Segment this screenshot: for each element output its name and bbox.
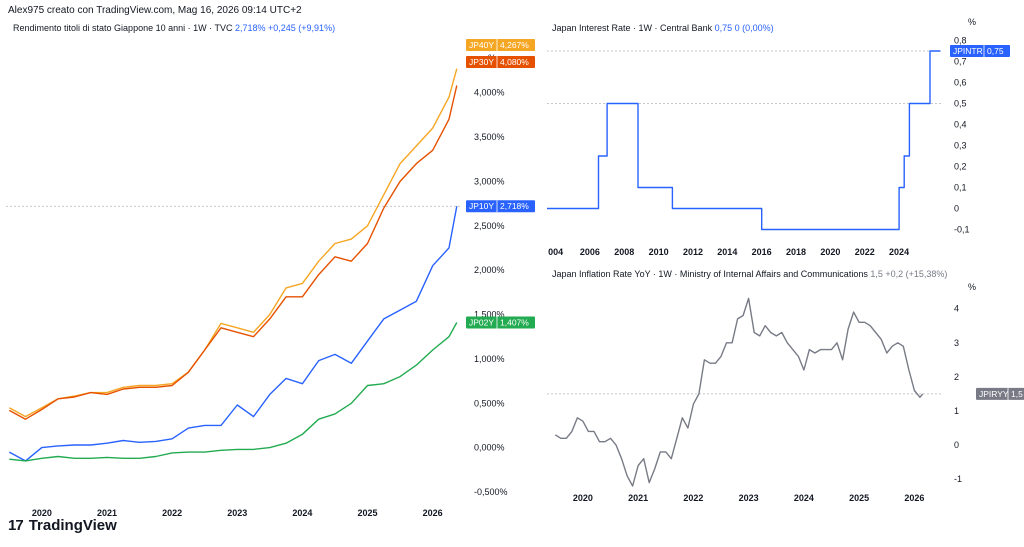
series-line-jpintr (547, 50, 941, 231)
tag-name-jpintr: JPINTR (953, 46, 983, 56)
tag-name-jp10y: JP10Y (469, 201, 494, 211)
rate-x-tick-label: 2008 (614, 247, 634, 257)
tag-bg-jpintr (950, 45, 1010, 57)
inflation-x-tick-label: 2023 (739, 493, 759, 503)
rate-y-tick-label: 0,2 (954, 162, 967, 172)
rate-x-tick-label: 2024 (889, 247, 909, 257)
rate-x-tick-label: 2014 (717, 247, 737, 257)
inflation-x-tick-label: 2026 (904, 493, 924, 503)
rate-y-tick-label: 0,8 (954, 36, 967, 46)
rate-y-tick-label: 0,4 (954, 120, 967, 130)
tag-name-jp30y: JP30Y (469, 57, 494, 67)
series-line-jp40y (8, 68, 458, 418)
tag-bg-jp10y (466, 200, 535, 213)
rate-y-tick-label: 0 (954, 204, 959, 214)
tag-value-jp40y: 4,267% (500, 40, 529, 50)
yield-y-tick-label: 0,500% (474, 398, 505, 408)
yield-y-tick-label: 1,500% (474, 310, 505, 320)
rate-x-tick-label: 2012 (683, 247, 703, 257)
yield-x-tick-label: 2023 (227, 508, 247, 518)
tag-name-jp02y: JP02Y (469, 317, 494, 327)
series-line-jp10y (8, 206, 458, 462)
tag-value-jpiryy: 1,5 (1011, 389, 1023, 399)
rate-x-tick-label: 2020 (820, 247, 840, 257)
inflation-x-tick-label: 2025 (849, 493, 869, 503)
inflation-y-tick-label: 4 (954, 304, 959, 314)
chart-author-header: Alex975 creato con TradingView.com, Mag … (8, 5, 302, 16)
rate-y-tick-label: 0,1 (954, 183, 967, 193)
rate-x-tick-label: 004 (548, 247, 563, 257)
yield-chart-change: +0,245 (+9,91%) (268, 23, 336, 33)
yield-y-tick-label: 0,000% (474, 443, 505, 453)
tag-value-jp30y: 4,080% (500, 57, 529, 67)
yield-x-tick-label: 2022 (162, 508, 182, 518)
inflation-rate-last-value: 1,5 (870, 269, 883, 279)
yield-x-tick-label: 2021 (97, 508, 117, 518)
yield-chart-title: Rendimento titoli di stato Giappone 10 a… (13, 23, 335, 33)
rate-x-tick-label: 2010 (649, 247, 669, 257)
yield-chart-last-value: 2,718% (234, 23, 266, 33)
interest-rate-change: 0 (0,00%) (734, 23, 774, 33)
rate-y-tick-label: 0,7 (954, 57, 967, 67)
rate-x-tick-label: 2022 (855, 247, 875, 257)
yield-x-tick-label: 2020 (32, 508, 52, 518)
yield-chart-pane[interactable]: Rendimento titoli di stato Giappone 10 a… (0, 18, 540, 518)
yield-x-tick-label: 2026 (423, 508, 443, 518)
tradingview-brand[interactable]: 17 TradingView (8, 517, 117, 534)
series-line-jpiryy (554, 297, 924, 487)
interest-rate-last-value: 0,75 (714, 23, 733, 33)
rate-y-tick-label: 0,5 (954, 99, 967, 109)
inflation-unit-label: % (968, 282, 976, 292)
yield-y-tick-label: 2,500% (474, 221, 505, 231)
rate-unit-label: % (968, 18, 976, 27)
tradingview-logo-icon: 17 (8, 517, 24, 534)
tag-bg-jpiryy (976, 387, 1024, 400)
rate-y-tick-label: 0,3 (954, 141, 967, 151)
inflation-rate-plot[interactable]: % 4 3 2 1 0 -1 2020 2021 2022 2023 2024 2025 2026 JPIR… (540, 263, 1024, 518)
tag-value-jp02y: 1,407% (500, 317, 529, 327)
interest-rate-plot[interactable]: %0,8 0,7 0,6 0,5 0,4 0,3 0,2 0,1 0 -0,1 004 2006 200… (540, 18, 1024, 263)
yield-y-tick-label: 3,000% (474, 176, 505, 186)
inflation-rate-title: Japan Inflation Rate YoY · 1W · Ministry… (552, 269, 947, 279)
tag-name-jpiryy: JPIRYY (979, 389, 1009, 399)
inflation-y-tick-label: 0 (954, 440, 959, 450)
interest-rate-title-text: Japan Interest Rate · 1W · Central Bank (552, 23, 713, 33)
yield-y-tick-label: 1,000% (474, 354, 505, 364)
inflation-rate-pane[interactable]: Japan Inflation Rate YoY · 1W · Ministry… (540, 263, 1024, 518)
inflation-x-tick-label: 2024 (794, 493, 814, 503)
inflation-y-tick-label: -1 (954, 474, 962, 484)
rate-x-tick-label: 2016 (752, 247, 772, 257)
inflation-x-tick-label: 2021 (628, 493, 648, 503)
inflation-rate-title-text: Japan Inflation Rate YoY · 1W · Ministry… (552, 269, 868, 279)
rate-x-tick-label: 2006 (580, 247, 600, 257)
yield-y-tick-label: -0,500% (474, 487, 508, 497)
tag-bg-jp40y (466, 39, 535, 51)
yield-chart-plot[interactable]: %4,000%3,500%3,000%2,500%2,000%1,500%1,0… (0, 18, 540, 518)
inflation-y-tick-label: 3 (954, 338, 959, 348)
tradingview-wordmark: TradingView (28, 517, 117, 534)
yield-x-tick-label: 2025 (358, 508, 378, 518)
inflation-x-tick-label: 2020 (573, 493, 593, 503)
tag-bg-jp30y (466, 56, 535, 68)
tag-name-jp40y: JP40Y (469, 40, 494, 50)
tag-value-jp10y: 2,718% (500, 201, 529, 211)
yield-x-tick-label: 2024 (292, 508, 312, 518)
series-line-jp02y (9, 322, 458, 462)
rate-y-tick-label: -0,1 (954, 225, 970, 235)
series-line-jp30y (8, 85, 458, 420)
inflation-y-tick-label: 2 (954, 372, 959, 382)
rate-y-tick-label: 0,6 (954, 78, 967, 88)
interest-rate-title: Japan Interest Rate · 1W · Central Bank … (552, 23, 774, 33)
yield-y-tick-label: 4,000% (474, 88, 505, 98)
yield-y-tick-label: 3,500% (474, 132, 505, 142)
tag-bg-jp02y (466, 316, 535, 329)
inflation-y-tick-label: 1 (954, 406, 959, 416)
interest-rate-pane[interactable]: Japan Interest Rate · 1W · Central Bank … (540, 18, 1024, 263)
rate-x-tick-label: 2018 (786, 247, 806, 257)
yield-chart-title-text: Rendimento titoli di stato Giappone 10 a… (13, 23, 233, 33)
inflation-rate-change: +0,2 (+15,38%) (885, 269, 948, 279)
yield-y-tick-label: 2,000% (474, 265, 505, 275)
tag-value-jpintr: 0,75 (987, 46, 1004, 56)
inflation-x-tick-label: 2022 (683, 493, 703, 503)
